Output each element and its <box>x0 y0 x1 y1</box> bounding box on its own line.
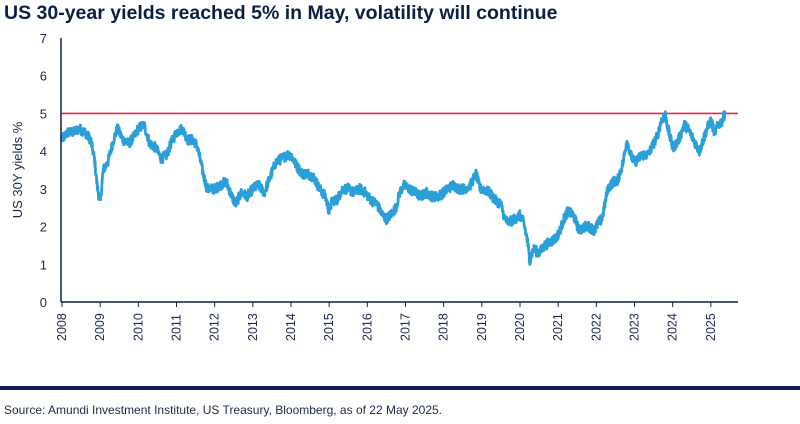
x-axis-ticks: 2008 2009 2010 2011 2012 2013 2014 2015 2016 2017… <box>55 302 718 341</box>
y-tick-label: 0 <box>40 295 47 310</box>
y-tick-label: 3 <box>40 182 47 197</box>
footer-divider <box>0 386 800 390</box>
y-tick-label: 5 <box>40 106 47 121</box>
x-tick-label: 2011 <box>169 314 183 341</box>
x-tick-label: 2020 <box>513 313 527 341</box>
y-tick-label: 1 <box>40 257 47 272</box>
chart-plot-area: 0 1 2 3 4 5 6 7 2008 2009 2010 2011 2012 2013 2014 201… <box>10 31 738 341</box>
chart-title: US 30-year yields reached 5% in May, vol… <box>4 2 558 24</box>
x-tick-label: 2024 <box>666 313 680 341</box>
x-tick-label: 2017 <box>398 313 412 341</box>
x-tick-label: 2012 <box>208 313 222 341</box>
x-tick-label: 2023 <box>627 313 641 341</box>
y-tick-label: 6 <box>40 69 47 84</box>
x-tick-label: 2018 <box>437 313 451 341</box>
source-note: Source: Amundi Investment Institute, US … <box>4 403 442 417</box>
x-tick-label: 2008 <box>55 313 69 341</box>
x-tick-label: 2022 <box>589 313 603 341</box>
y-tick-label: 2 <box>40 220 47 235</box>
x-tick-label: 2016 <box>360 313 374 341</box>
y-axis-ticks: 0 1 2 3 4 5 6 7 <box>40 31 47 310</box>
y-axis-label: US 30Y yields % <box>10 121 25 218</box>
x-tick-label: 2021 <box>551 313 565 341</box>
x-tick-label: 2010 <box>131 313 145 341</box>
x-tick-label: 2013 <box>246 313 260 341</box>
x-tick-label: 2015 <box>322 313 336 341</box>
x-tick-label: 2025 <box>704 313 718 341</box>
y-tick-label: 4 <box>40 144 47 159</box>
x-tick-label: 2014 <box>284 313 298 341</box>
yield-series-line <box>60 110 727 266</box>
x-tick-label: 2019 <box>475 313 489 341</box>
y-tick-label: 7 <box>40 31 47 46</box>
x-tick-label: 2009 <box>93 313 107 341</box>
